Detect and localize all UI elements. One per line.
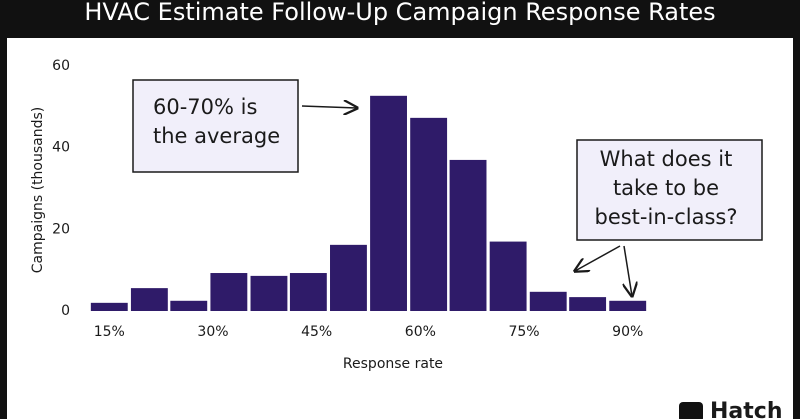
logo-icon [679,402,703,419]
annotation: 60-70% is [153,95,257,119]
bar [130,288,168,311]
bar [170,300,208,311]
bar [250,275,288,311]
annotation: What does it [600,147,733,171]
bar [449,159,487,311]
x-tick-label: 45% [301,324,332,340]
y-axis-label: Campaigns (thousands) [30,107,46,274]
x-tick-label: 15% [94,324,125,340]
bar [609,300,647,311]
bar [569,297,607,311]
x-tick-label: 60% [405,324,436,340]
x-tick-label: 75% [508,324,539,340]
bar [210,273,248,311]
chart-title: HVAC Estimate Follow-Up Campaign Respons… [84,0,715,26]
arrow [624,245,632,296]
annotation: best-in-class? [594,205,737,229]
annotation-box [576,139,763,241]
bar [330,244,367,311]
arrow [575,245,621,271]
y-tick-label: 40 [52,140,70,156]
y-tick-label: 60 [52,58,70,74]
annotation: take to be [613,176,719,200]
bar [370,95,407,311]
bar [489,241,527,311]
x-tick-label: 90% [612,324,643,340]
x-tick-label: 30% [197,324,228,340]
bar [410,117,448,311]
annotation-box [132,79,299,173]
arrow [301,106,357,108]
y-tick-label: 20 [52,221,70,237]
annotation: the average [153,124,280,148]
bar [529,291,567,311]
bar [289,273,327,311]
y-tick-label: 0 [61,303,70,319]
x-axis-label: Response rate [343,356,443,372]
bar [90,302,128,311]
brand: Hatch [710,399,782,419]
